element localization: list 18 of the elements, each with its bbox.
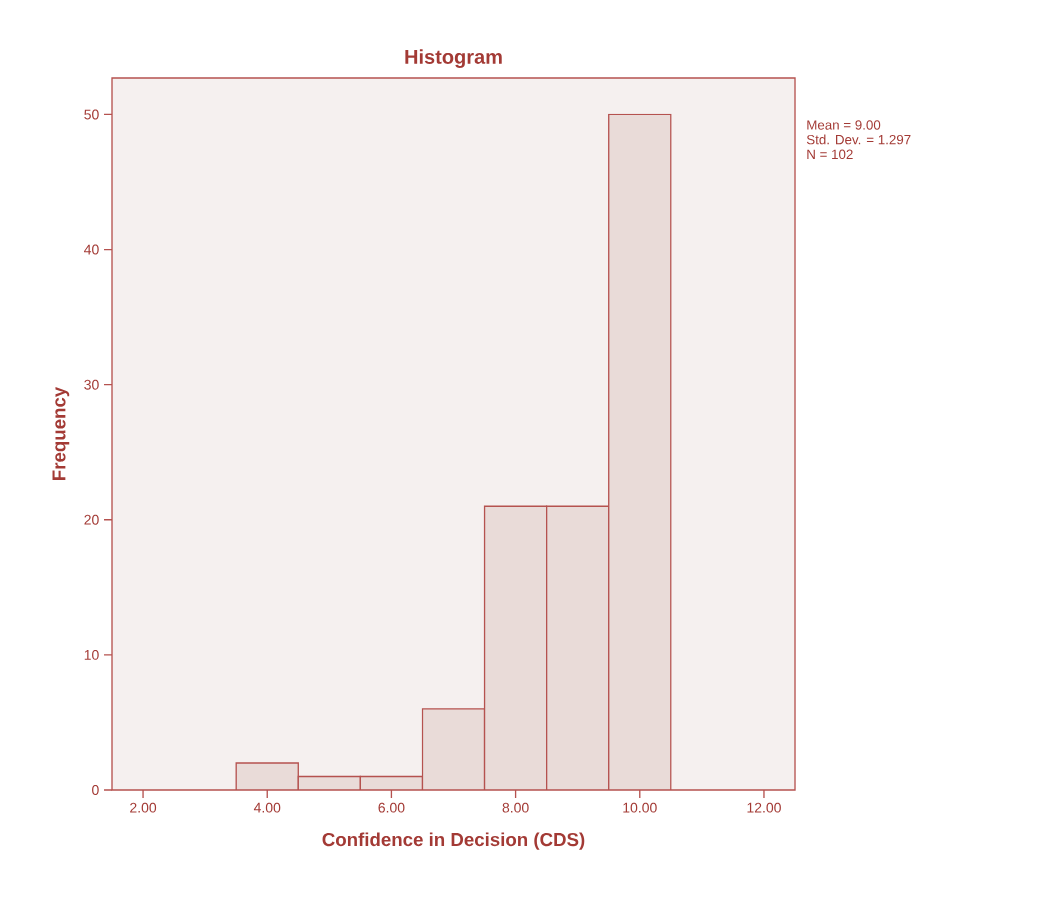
y-tick-label: 50 [84,109,99,120]
x-tick-label: 4.00 [253,802,281,813]
text: N = 102 [807,149,853,160]
x-tick-label: 6.00 [378,802,405,813]
y-tick-label: 10 [84,649,99,660]
text: Mean = 9.00 [807,120,881,130]
y-tick-label: 0 [92,785,99,795]
x-axis-title: Confidence in Decision (CDS) [322,832,585,850]
chart-title: Histogram [405,49,502,68]
y-axis-title: Frequency [52,386,70,480]
x-tick-label: 12.00 [747,802,781,813]
y-tick-label: 40 [84,244,99,255]
y-tick-label: 30 [84,379,99,390]
y-tick-label: 20 [84,514,99,525]
x-tick-label: 10.00 [623,802,657,813]
x-tick-label: 8.00 [502,802,529,813]
text: Std. Dev. = 1.297 [806,134,911,145]
x-tick-label: 2.00 [130,802,157,813]
